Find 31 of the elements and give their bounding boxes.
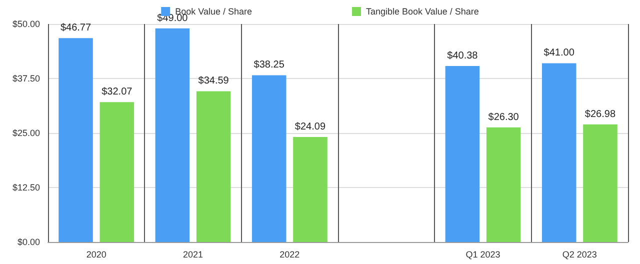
data-label: $38.25: [254, 60, 285, 71]
bar: [100, 102, 134, 242]
legend-label: Book Value / Share: [175, 6, 252, 16]
data-label: $32.07: [102, 86, 133, 98]
data-label: $24.09: [294, 121, 326, 132]
data-label: $26.98: [584, 108, 616, 120]
bar: [486, 127, 521, 242]
data-label: $46.77: [60, 22, 92, 34]
y-tick-label: $0.00: [17, 237, 40, 247]
data-label: $40.38: [447, 50, 478, 62]
bar: [196, 91, 231, 242]
legend-label: Tangible Book Value / Share: [366, 6, 479, 16]
x-tick-label: Q2 2023: [562, 250, 597, 260]
bar: [293, 136, 328, 242]
y-tick-label: $12.50: [12, 182, 40, 192]
data-label: $26.30: [488, 112, 520, 123]
x-tick-label: Q1 2023: [466, 250, 500, 260]
data-label: $41.00: [544, 48, 575, 59]
data-label: $34.59: [198, 76, 230, 87]
x-tick-label: 2021: [182, 250, 204, 260]
bar: [58, 38, 93, 242]
y-tick-label: $37.50: [12, 74, 40, 84]
y-tick-label: $50.00: [12, 19, 40, 29]
bar: [445, 66, 480, 242]
bar: [542, 63, 576, 242]
y-tick-label: $25.00: [12, 128, 40, 138]
bar: [252, 75, 286, 242]
x-tick-label: 2020: [86, 250, 106, 260]
x-tick-label: 2022: [280, 250, 300, 260]
bar: [155, 28, 190, 242]
bar: [583, 124, 618, 242]
